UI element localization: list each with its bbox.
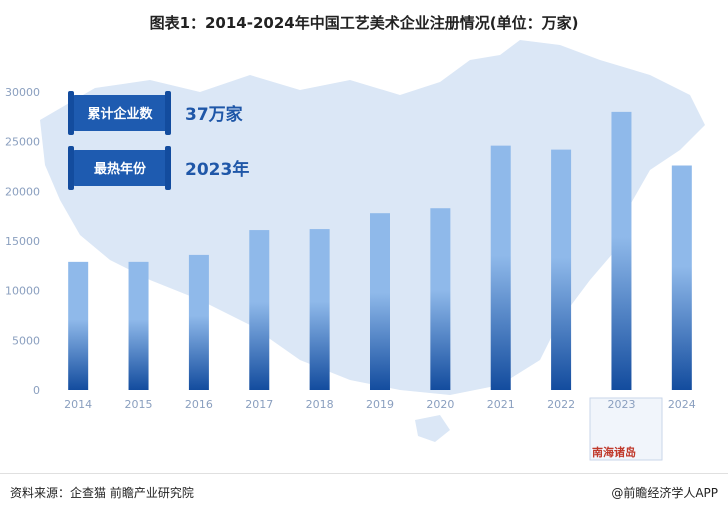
bar-2015 — [128, 261, 149, 390]
y-tick-label: 0 — [33, 384, 40, 397]
chart-title: 图表1：2014-2024年中国工艺美术企业注册情况(单位：万家) — [149, 14, 579, 32]
x-tick-label: 2014 — [64, 398, 92, 411]
x-tick-label: 2016 — [185, 398, 213, 411]
bar-2024 — [671, 165, 692, 390]
total-count-label: 累计企业数 — [87, 106, 153, 122]
total-count-badge: 累计企业数 37万家 — [68, 91, 243, 135]
bar-2016 — [188, 254, 209, 390]
bar-2018 — [309, 229, 330, 390]
x-tick-label: 2023 — [607, 398, 635, 411]
south-china-sea-label: 南海诸岛 — [592, 445, 636, 459]
peak-year-value: 2023年 — [185, 159, 249, 180]
bar-2023 — [611, 111, 632, 390]
x-tick-label: 2018 — [306, 398, 334, 411]
x-tick-label: 2021 — [487, 398, 515, 411]
x-tick-label: 2024 — [668, 398, 696, 411]
y-tick-label: 15000 — [5, 235, 40, 248]
x-tick-label: 2022 — [547, 398, 575, 411]
peak-year-badge: 最热年份 2023年 — [68, 146, 249, 190]
bar-2019 — [370, 213, 390, 390]
bar-2021 — [490, 145, 511, 390]
y-tick-label: 10000 — [5, 285, 40, 298]
total-count-value: 37万家 — [185, 104, 243, 125]
x-tick-label: 2017 — [245, 398, 273, 411]
south-china-sea-inset — [589, 397, 663, 461]
x-tick-label: 2019 — [366, 398, 394, 411]
x-tick-label: 2020 — [426, 398, 454, 411]
peak-year-label: 最热年份 — [94, 161, 147, 177]
y-tick-label: 30000 — [5, 86, 40, 99]
bar-2017 — [249, 230, 270, 390]
x-tick-label: 2015 — [125, 398, 153, 411]
bar-2014 — [68, 261, 89, 390]
bar-chart: 南海诸岛 0 5000 10000 15000 20000 25000 30000 2014… — [5, 40, 705, 461]
bar-2022 — [551, 149, 572, 390]
bar-2020 — [430, 208, 451, 390]
brand-credit: @前瞻经济学人APP — [611, 486, 718, 500]
source-note: 资料来源：企查猫 前瞻产业研究院 — [10, 486, 194, 500]
y-tick-label: 5000 — [12, 334, 40, 347]
footer-divider — [0, 473, 728, 474]
y-tick-label: 25000 — [5, 136, 40, 149]
y-tick-label: 20000 — [5, 185, 40, 198]
hainan-island — [415, 415, 450, 442]
